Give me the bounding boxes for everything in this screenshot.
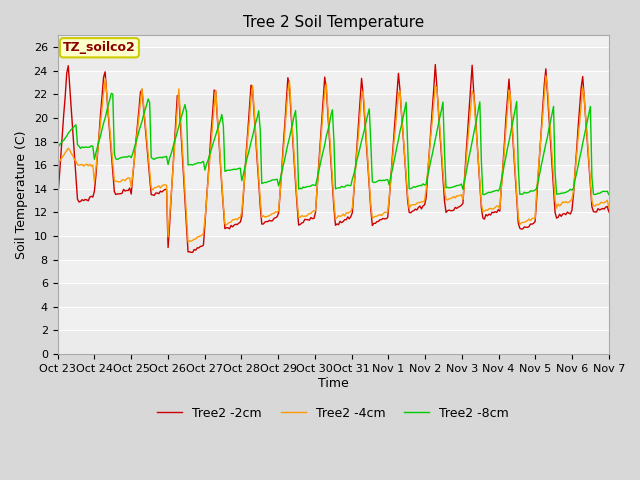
Tree2 -8cm [247,139,255,145]
Tree2 -8cm [605,192,612,197]
Tree2 -2cm [605,209,612,215]
Tree2 -2cm [220,204,227,210]
Bar [58,95,609,118]
Tree2 -4cm [184,239,192,245]
X-axis label: Time: Time [318,377,349,390]
Bar [58,142,609,165]
Tree2 -2cm [189,250,196,255]
Bar [58,331,609,354]
Tree2 -2cm [431,61,439,67]
Tree2 -8cm [577,148,585,154]
Tree2 -8cm [54,145,61,151]
Y-axis label: Soil Temperature (C): Soil Temperature (C) [15,131,28,259]
Line: Tree2 -4cm: Tree2 -4cm [58,76,609,242]
Tree2 -4cm [577,102,585,108]
Legend: Tree2 -2cm, Tree2 -4cm, Tree2 -8cm: Tree2 -2cm, Tree2 -4cm, Tree2 -8cm [152,402,514,425]
Tree2 -2cm [54,198,61,204]
Tree2 -4cm [220,203,227,208]
Bar [58,47,609,71]
Tree2 -8cm [108,91,115,96]
Text: TZ_soilco2: TZ_soilco2 [63,41,136,54]
Line: Tree2 -8cm: Tree2 -8cm [58,94,609,194]
Bar [58,236,609,260]
Tree2 -4cm [121,178,129,184]
Tree2 -4cm [54,162,61,168]
Tree2 -2cm [296,222,304,228]
Tree2 -8cm [123,155,131,160]
Tree2 -4cm [542,73,550,79]
Title: Tree 2 Soil Temperature: Tree 2 Soil Temperature [243,15,424,30]
Line: Tree2 -2cm: Tree2 -2cm [58,64,609,252]
Tree2 -2cm [121,188,129,194]
Tree2 -2cm [577,84,585,90]
Tree2 -8cm [296,185,304,191]
Bar [58,283,609,307]
Tree2 -4cm [296,215,304,220]
Tree2 -2cm [247,82,255,88]
Tree2 -8cm [481,192,488,197]
Tree2 -2cm [238,214,246,219]
Bar [58,189,609,213]
Tree2 -4cm [247,95,255,100]
Tree2 -4cm [238,209,246,215]
Tree2 -8cm [220,123,227,129]
Tree2 -4cm [605,204,612,210]
Tree2 -8cm [238,178,246,183]
